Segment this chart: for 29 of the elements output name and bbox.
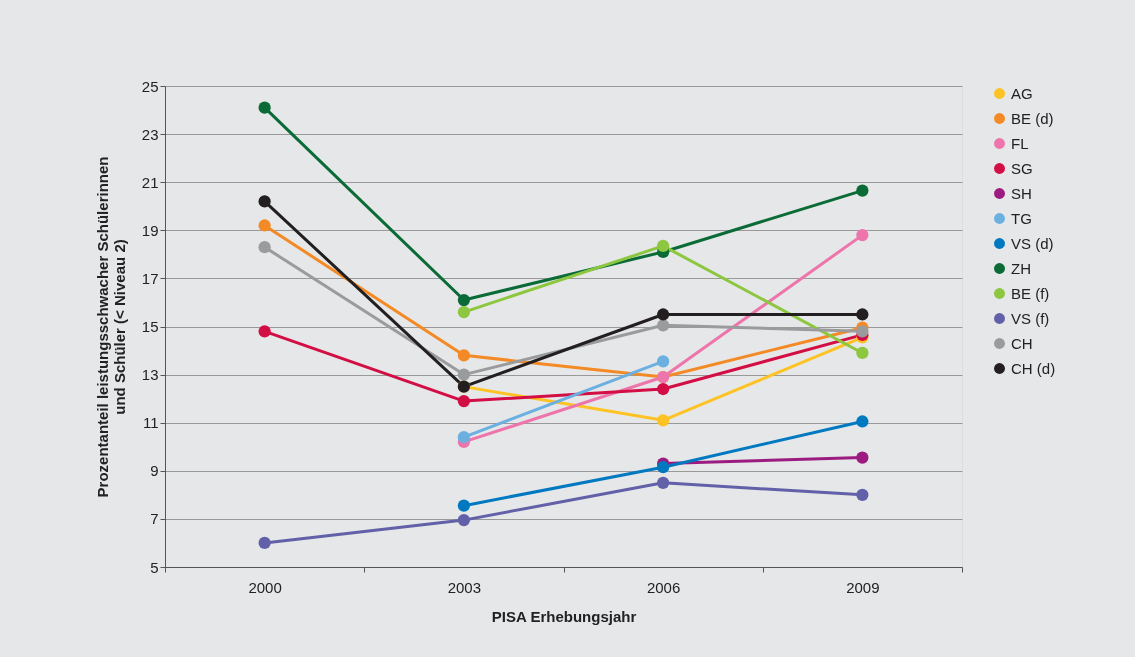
- y-tick-label: 13: [141, 366, 159, 384]
- legend-label: CH: [1011, 334, 1033, 352]
- y-tick-label: 15: [141, 318, 159, 335]
- y-tick-label: 5: [150, 558, 159, 576]
- y-axis-title: Prozentanteil leistungsschwacher Schülerinnen und Schüler (< Niveau 2): [93, 156, 128, 498]
- y-tick-label: 7: [150, 510, 159, 528]
- y-tick-label: 23: [141, 125, 159, 143]
- legend-label: VS (f): [1011, 309, 1050, 327]
- legend-label: AG: [1011, 84, 1033, 102]
- legend-label: CH (d): [1011, 359, 1056, 377]
- y-tick-label: 19: [141, 221, 159, 239]
- x-tick-label: 2003: [447, 578, 482, 596]
- y-tick-label: 25: [141, 77, 159, 95]
- y-tick-label: 9: [150, 462, 159, 480]
- x-tick-label: 2009: [846, 578, 880, 596]
- legend-label: VS (d): [1011, 234, 1054, 252]
- legend-label: FL: [1011, 134, 1029, 152]
- x-tick-label: 2000: [248, 578, 282, 596]
- legend-label: ZH: [1011, 259, 1031, 277]
- y-tick-label: 17: [141, 269, 159, 287]
- x-axis-title: PISA Erhebungsjahr: [491, 607, 637, 625]
- y-tick-label: 21: [141, 173, 159, 191]
- legend-label: BE (d): [1011, 109, 1054, 127]
- x-tick-label: 2006: [646, 578, 681, 596]
- legend-label: SH: [1011, 184, 1032, 202]
- y-tick-label: 11: [142, 414, 159, 432]
- legend-label: SG: [1011, 159, 1033, 177]
- legend-label: TG: [1011, 209, 1032, 227]
- legend-label: BE (f): [1011, 284, 1050, 302]
